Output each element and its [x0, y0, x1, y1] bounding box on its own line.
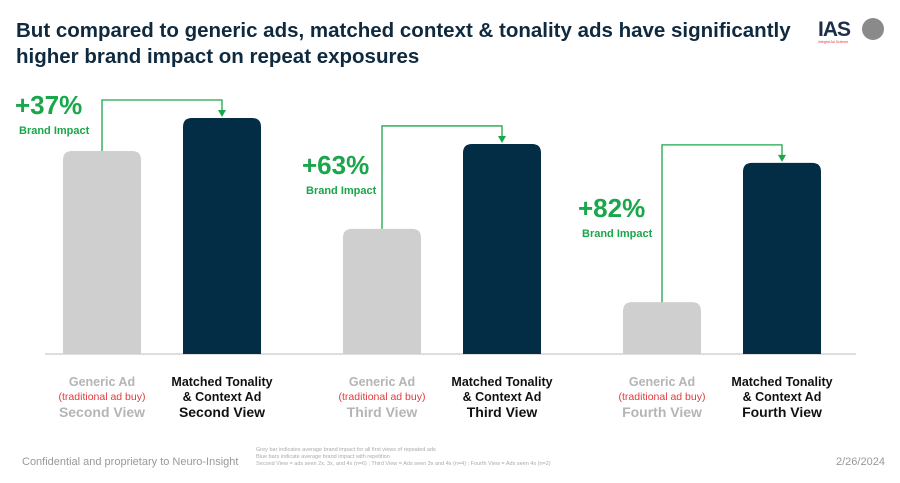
generic-label: Generic Ad (traditional ad buy) Fourth V… [618, 375, 706, 420]
matched-label: Matched Tonality & Context Ad Third View [451, 375, 553, 420]
lift-percent: +63% [302, 150, 370, 180]
neuro-insight-logo [862, 18, 884, 40]
matched-label: Matched Tonality & Context Ad Second Vie… [171, 375, 273, 420]
ias-logo: IAS Integral Ad Science [818, 18, 851, 44]
generic-bar [623, 302, 701, 354]
lift-percent: +37% [15, 90, 83, 120]
arrow-head-icon [778, 154, 786, 162]
matched-bar [463, 143, 541, 354]
lift-connector [661, 144, 783, 303]
confidential-note: Confidential and proprietary to Neuro-In… [22, 456, 239, 468]
generic-label: Generic Ad (traditional ad buy) Third Vi… [338, 375, 426, 420]
date: 2/26/2024 [836, 456, 885, 468]
footnotes: Grey bar indicates average brand impact … [256, 447, 551, 467]
generic-bar [343, 228, 421, 354]
lift-label: Brand Impact [582, 228, 653, 240]
generic-label: Generic Ad (traditional ad buy) Second V… [58, 375, 146, 420]
lift-label: Brand Impact [306, 185, 377, 197]
lift-percent: +82% [578, 193, 646, 223]
lift-connector [101, 99, 223, 152]
arrow-head-icon [498, 135, 506, 143]
slide-title: But compared to generic ads, matched con… [16, 19, 791, 68]
lift-connector [381, 125, 503, 229]
lift-label: Brand Impact [19, 125, 90, 137]
matched-bar [183, 118, 261, 354]
generic-bar [63, 151, 141, 354]
arrow-head-icon [218, 110, 226, 117]
matched-bar [743, 162, 821, 354]
matched-label: Matched Tonality & Context Ad Fourth Vie… [731, 375, 833, 420]
